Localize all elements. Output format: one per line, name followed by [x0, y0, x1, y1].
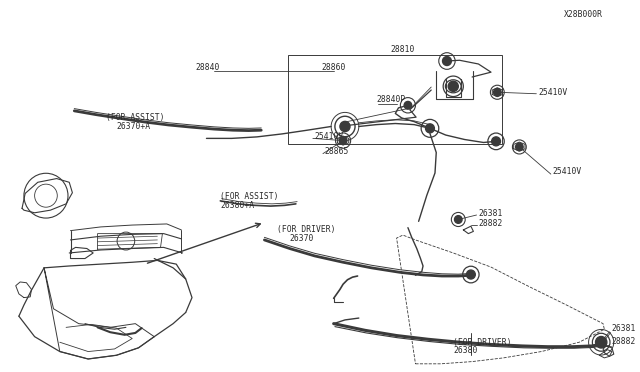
Text: 28882: 28882 [479, 219, 503, 228]
Text: 26370+A: 26370+A [116, 122, 150, 131]
Text: 25410V: 25410V [538, 88, 568, 97]
Circle shape [404, 102, 412, 109]
Circle shape [339, 137, 347, 144]
Circle shape [442, 57, 451, 65]
Circle shape [493, 89, 501, 96]
Circle shape [516, 143, 523, 151]
Text: (FOR DRIVER): (FOR DRIVER) [453, 338, 512, 347]
Text: 28840: 28840 [195, 63, 220, 72]
Bar [288, 55, 502, 144]
Text: 28840P: 28840P [376, 95, 406, 104]
Text: (FOR ASSIST): (FOR ASSIST) [220, 192, 279, 201]
Text: 26380+A: 26380+A [220, 201, 255, 210]
Text: 28860: 28860 [321, 63, 346, 72]
Text: 28882: 28882 [612, 337, 636, 346]
Circle shape [426, 124, 435, 133]
Text: 26380: 26380 [453, 346, 477, 355]
Text: 28810: 28810 [390, 45, 415, 54]
Text: 26370: 26370 [289, 234, 314, 243]
Circle shape [467, 270, 476, 279]
Circle shape [595, 337, 607, 348]
Text: (FOR ASSIST): (FOR ASSIST) [106, 113, 164, 122]
Text: 25410V: 25410V [315, 132, 344, 141]
Text: 25410V: 25410V [553, 167, 582, 176]
Text: X28B000R: X28B000R [564, 10, 603, 19]
Text: (FOR DRIVER): (FOR DRIVER) [277, 225, 335, 234]
Circle shape [454, 216, 462, 223]
Circle shape [340, 121, 350, 132]
Text: 28865: 28865 [325, 147, 349, 156]
Circle shape [448, 81, 458, 92]
Circle shape [492, 137, 500, 146]
Text: 26381: 26381 [479, 209, 503, 218]
Text: 26381: 26381 [612, 324, 636, 333]
